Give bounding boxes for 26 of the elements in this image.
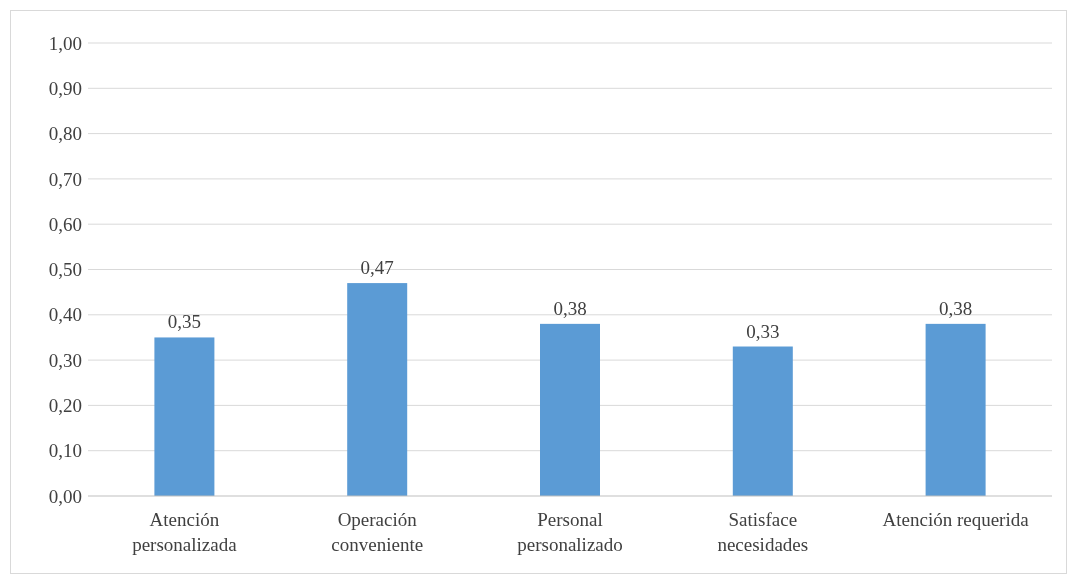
data-label: 0,35 [167, 311, 202, 333]
data-label: 0,38 [938, 297, 973, 319]
data-label: 0,47 [360, 257, 394, 279]
y-tick-label: 0,40 [48, 304, 82, 326]
y-tick-label: 0,30 [48, 349, 82, 371]
y-tick-label: 0,70 [48, 168, 82, 190]
y-tick-label: 0,90 [48, 77, 82, 99]
y-tick-label: 0,50 [48, 259, 82, 281]
x-tick-label: Atención personalizada [132, 509, 238, 555]
bar [925, 323, 986, 496]
y-tick-label: 0,20 [48, 395, 82, 417]
y-tick-label: 0,00 [48, 485, 82, 507]
bar [154, 337, 215, 496]
bar [732, 346, 793, 496]
bar [540, 323, 600, 496]
data-label: 0,38 [553, 297, 587, 319]
x-tick-label: Operación conveniente [331, 509, 424, 555]
y-tick-label: 1,00 [48, 32, 82, 54]
bar [347, 283, 408, 496]
y-tick-label: 0,80 [48, 123, 82, 145]
x-tick-label: Personal personalizado [517, 509, 623, 555]
y-tick-label: 0,60 [48, 213, 82, 235]
data-label: 0,33 [746, 320, 780, 342]
x-tick-label: Atención requerida [882, 509, 1030, 530]
y-tick-label: 0,10 [48, 440, 82, 462]
x-tick-label: Satisface necesidades [717, 509, 809, 555]
